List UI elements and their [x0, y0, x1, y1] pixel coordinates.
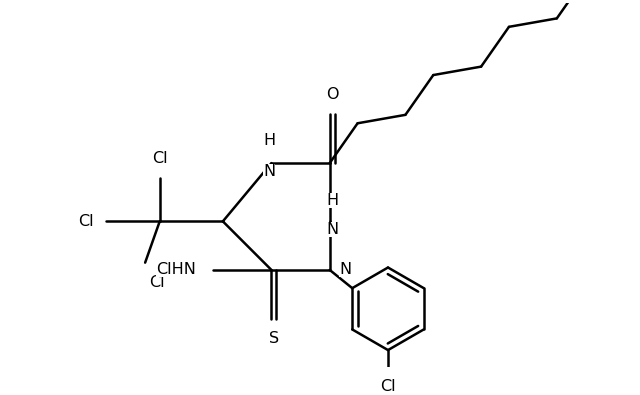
- Text: N: N: [263, 164, 275, 179]
- Text: Cl: Cl: [79, 214, 94, 229]
- Text: N: N: [326, 222, 338, 237]
- Text: H: H: [263, 133, 275, 147]
- Text: N: N: [339, 262, 351, 277]
- Text: H: H: [326, 193, 338, 208]
- Text: O: O: [326, 87, 339, 102]
- Text: Cl: Cl: [152, 150, 168, 166]
- Text: Cl: Cl: [380, 379, 396, 394]
- Text: Cl: Cl: [149, 275, 164, 290]
- Text: ClHN: ClHN: [156, 262, 196, 277]
- Text: S: S: [269, 331, 279, 346]
